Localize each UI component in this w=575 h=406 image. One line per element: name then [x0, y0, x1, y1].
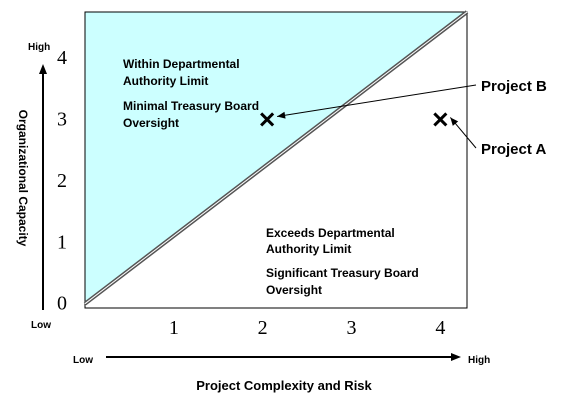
- lower-region-line-4: Oversight: [266, 283, 322, 297]
- data-points: [260, 112, 448, 127]
- y-tick-label: 1: [57, 231, 67, 253]
- lower-region-line-3: Significant Treasury Board: [266, 266, 419, 280]
- lower-region-line-1: Exceeds Departmental: [266, 226, 395, 240]
- y-tick-labels: 0 1 2 3 4: [57, 47, 67, 315]
- point-callouts: Project B Project A: [277, 78, 547, 158]
- y-tick-label: 4: [57, 47, 67, 69]
- x-axis-low-label: Low: [73, 355, 93, 366]
- x-tick-label: 1: [169, 317, 179, 339]
- point-label: Project B: [481, 78, 547, 95]
- x-tick-label: 4: [435, 317, 445, 339]
- x-axis-high-label: High: [468, 355, 490, 366]
- upper-region-line-4: Oversight: [123, 116, 179, 130]
- point-marker: [433, 112, 448, 127]
- lower-region-line-2: Authority Limit: [266, 242, 351, 256]
- y-axis-high-label: High: [28, 42, 50, 53]
- divider-line-core: [84, 11, 468, 305]
- y-tick-label: 0: [57, 293, 67, 315]
- y-tick-label: 2: [57, 170, 67, 192]
- upper-region-line-3: Minimal Treasury Board: [123, 99, 259, 113]
- callout-arrow: [277, 84, 477, 117]
- x-tick-label: 3: [347, 317, 357, 339]
- point-label: Project A: [481, 141, 546, 158]
- callout-arrowhead: [450, 117, 459, 126]
- point-marker: [260, 112, 275, 127]
- x-axis-title: Project Complexity and Risk: [196, 378, 372, 393]
- plot-border: [84, 11, 468, 309]
- x-axis-arrowhead: [451, 353, 461, 361]
- upper-region-line-2: Authority Limit: [123, 74, 208, 88]
- y-tick-label: 3: [57, 108, 67, 130]
- x-tick-label: 2: [258, 317, 268, 339]
- y-axis-low-label: Low: [31, 320, 51, 331]
- callout-arrowhead: [277, 111, 286, 119]
- x-tick-labels: 1 2 3 4: [169, 317, 446, 339]
- upper-region-line-1: Within Departmental: [123, 57, 240, 71]
- y-axis-arrowhead: [39, 64, 47, 74]
- y-axis-title: Organizational Capacity: [16, 110, 30, 247]
